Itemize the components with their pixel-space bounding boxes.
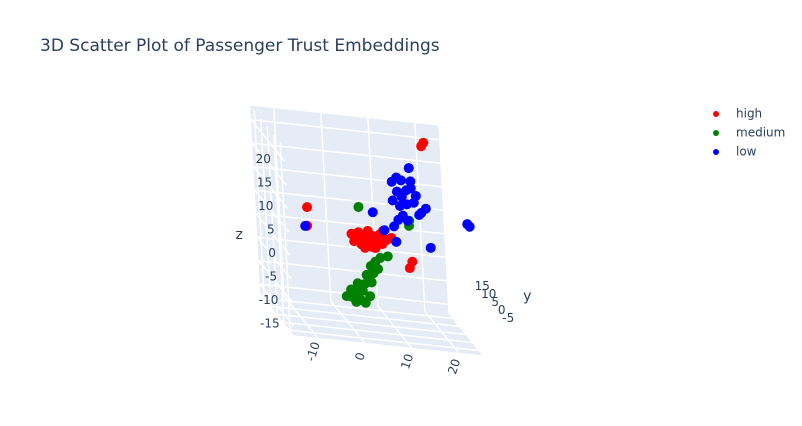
point — [405, 183, 416, 194]
legend-marker[interactable] — [713, 149, 719, 155]
series — [300, 163, 475, 253]
grid-line — [250, 119, 286, 162]
point — [405, 176, 416, 187]
legend-label[interactable]: low — [736, 145, 757, 159]
grid-line — [253, 110, 265, 299]
point — [387, 195, 398, 206]
legend-item[interactable]: low — [713, 145, 757, 159]
grid-line — [257, 236, 446, 258]
grid-line — [258, 259, 447, 282]
legend-marker[interactable] — [713, 130, 719, 136]
point — [414, 210, 425, 220]
grid-line — [277, 313, 466, 336]
grid-line — [254, 189, 290, 233]
grid-line — [270, 305, 459, 328]
z-tick-label: 10 — [258, 199, 273, 213]
z-tick-label: -5 — [265, 269, 277, 283]
legend-item[interactable]: high — [713, 107, 762, 121]
z-tick-label: 15 — [257, 175, 272, 189]
y-tick-label: 5 — [491, 295, 499, 309]
z-tick-label: 0 — [268, 246, 276, 260]
x-tick-label: 10 — [398, 352, 416, 371]
point — [382, 251, 393, 262]
point — [302, 202, 313, 213]
point — [366, 277, 377, 288]
grid-line — [258, 260, 293, 303]
legend-item[interactable]: medium — [713, 126, 785, 140]
point — [389, 221, 400, 232]
grid-line — [264, 297, 453, 320]
point — [402, 215, 413, 226]
grid-line — [251, 118, 440, 141]
point — [341, 291, 352, 302]
y-axis-title: y — [523, 288, 531, 304]
grid-line — [253, 166, 288, 209]
y-tick-label: -5 — [502, 311, 514, 325]
point — [391, 236, 402, 247]
point — [365, 291, 376, 302]
z-tick-label: 5 — [267, 222, 275, 236]
point — [418, 137, 429, 148]
point — [420, 203, 431, 214]
grid-line — [279, 142, 291, 331]
grid-line — [266, 126, 278, 315]
point — [379, 225, 390, 236]
x-tick-label: -10 — [303, 340, 322, 363]
grid-line — [256, 236, 292, 280]
series — [302, 137, 429, 274]
grid-line — [273, 108, 285, 297]
point — [352, 233, 363, 244]
x-tick-label: 0 — [352, 351, 368, 363]
point — [425, 242, 436, 253]
legend-marker[interactable] — [713, 111, 719, 117]
grid-line — [320, 113, 332, 302]
point — [367, 241, 378, 252]
point — [353, 201, 364, 212]
plane-y — [250, 105, 449, 314]
y-tick-label: 15 — [475, 279, 490, 293]
point — [367, 207, 378, 218]
chart-title: 3D Scatter Plot of Passenger Trust Embed… — [40, 36, 440, 56]
z-tick-label: -15 — [260, 316, 280, 330]
point — [464, 221, 475, 232]
legend: high medium low — [713, 107, 785, 159]
grid-line — [256, 212, 445, 235]
grid-line — [260, 118, 272, 307]
point — [407, 256, 418, 267]
point — [410, 190, 421, 201]
z-axis-title: z — [235, 227, 242, 243]
point — [395, 175, 406, 186]
legend-label[interactable]: high — [736, 107, 762, 121]
x-tick-label: 20 — [445, 357, 463, 376]
grid-line — [290, 329, 479, 352]
grid-line — [259, 283, 295, 327]
legend-label[interactable]: medium — [736, 126, 785, 140]
grid-line — [283, 321, 472, 344]
grid-line — [251, 142, 287, 186]
z-tick-label: -10 — [259, 293, 279, 307]
grid-line — [252, 142, 441, 164]
grid-line — [273, 134, 285, 323]
grid-line — [255, 213, 291, 256]
y-tick-label: 0 — [498, 303, 506, 317]
point — [403, 163, 414, 174]
y-tick-label: 10 — [481, 287, 496, 301]
point — [300, 220, 311, 231]
z-tick-label: 20 — [256, 152, 271, 166]
